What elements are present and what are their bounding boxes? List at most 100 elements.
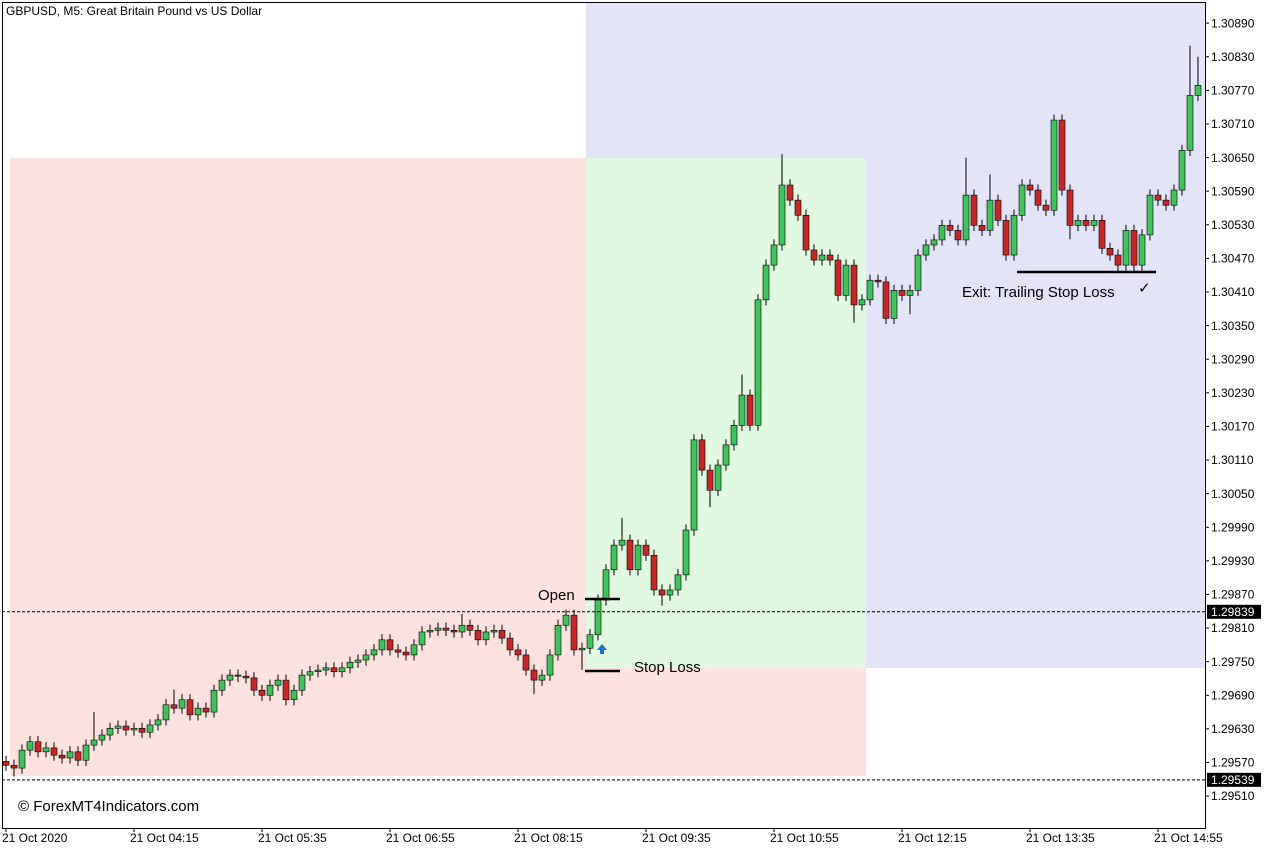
candle-body	[978, 225, 986, 231]
candle-body	[42, 747, 50, 753]
candle-body	[730, 425, 738, 446]
y-tick-label: 1.30170	[1211, 420, 1255, 434]
candle-body	[954, 230, 962, 241]
y-tick-label: 1.30230	[1211, 386, 1255, 400]
candle-body	[658, 589, 666, 596]
candle-body	[1154, 194, 1162, 201]
candle-body	[1042, 204, 1050, 211]
candle-body	[1098, 220, 1106, 249]
candle-body	[258, 689, 266, 696]
candle-body	[466, 624, 474, 631]
candle-body	[946, 225, 954, 231]
x-tick-label: 21 Oct 13:35	[1026, 831, 1095, 845]
y-tick-label: 1.29510	[1211, 789, 1255, 803]
candle-body	[1082, 220, 1090, 226]
candle-body	[274, 679, 282, 686]
x-tick-label: 21 Oct 08:15	[514, 831, 583, 845]
candle-body	[410, 644, 418, 656]
candle-body	[1018, 184, 1026, 216]
candle-body	[338, 667, 346, 673]
candle-body	[386, 639, 394, 651]
candle-body	[850, 264, 858, 306]
candle-body	[1194, 85, 1202, 96]
candle-body	[450, 629, 458, 633]
candle-body	[482, 631, 490, 641]
candle-body	[1122, 230, 1130, 266]
x-tick-label: 21 Oct 14:55	[1154, 831, 1223, 845]
y-tick-label: 1.30530	[1211, 218, 1255, 232]
candle-body	[58, 754, 66, 759]
candle-body	[882, 281, 890, 319]
candle-body	[562, 614, 570, 626]
candle-body	[530, 669, 538, 681]
candle-body	[1034, 189, 1042, 206]
candle-body	[146, 724, 154, 733]
candle-body	[1050, 119, 1058, 211]
candle-body	[890, 290, 898, 319]
x-tick-label: 21 Oct 04:15	[130, 831, 199, 845]
candle-body	[354, 659, 362, 663]
candle-body	[626, 539, 634, 571]
x-tick-label: 21 Oct 06:55	[386, 831, 455, 845]
candle-body	[1162, 199, 1170, 206]
candle-body	[786, 184, 794, 201]
candle-body	[154, 719, 162, 726]
candle-body	[442, 627, 450, 631]
candle-body	[642, 544, 650, 556]
exit-label: Exit: Trailing Stop Loss	[962, 284, 1115, 301]
y-tick-label: 1.30110	[1211, 453, 1254, 467]
candle-body	[298, 674, 306, 691]
candle-body	[818, 254, 826, 261]
candle-body	[1066, 189, 1074, 226]
y-tick-label: 1.29870	[1211, 588, 1255, 602]
candle-body	[802, 214, 810, 251]
candle-body	[1074, 220, 1082, 226]
candle-body	[210, 689, 218, 713]
candle-body	[1186, 95, 1194, 151]
y-tick-label: 1.29810	[1211, 621, 1255, 635]
candle-body	[418, 631, 426, 646]
candle-body	[986, 199, 994, 231]
watermark: © ForexMT4Indicators.com	[18, 798, 199, 815]
candle-body	[1138, 234, 1146, 266]
candle-body	[1170, 189, 1178, 206]
candle-body	[50, 747, 58, 756]
candle-body	[98, 734, 106, 741]
candle-body	[322, 667, 330, 671]
candle-body	[1178, 150, 1186, 191]
candle-body	[698, 439, 706, 471]
candle-body	[738, 394, 746, 426]
price-label-box	[1207, 604, 1261, 619]
candle-body	[538, 674, 546, 681]
candle-body	[178, 699, 186, 709]
candle-body	[674, 574, 682, 591]
candle-body	[26, 741, 34, 751]
candle-body	[938, 225, 946, 241]
candle-body	[970, 194, 978, 226]
candle-body	[634, 544, 642, 571]
candle-body	[362, 654, 370, 661]
candle-body	[594, 599, 602, 636]
candles	[2, 45, 1202, 777]
y-tick-label: 1.29690	[1211, 688, 1255, 702]
candle-body	[402, 651, 410, 656]
candle-body	[426, 629, 434, 633]
candle-body	[378, 639, 386, 651]
y-tick-label: 1.30770	[1211, 84, 1255, 98]
candle-body	[130, 728, 138, 731]
candle-body	[346, 661, 354, 669]
candle-body	[474, 629, 482, 641]
candle-body	[490, 629, 498, 633]
chart-title: GBPUSD, M5: Great Britain Pound vs US Do…	[6, 4, 262, 18]
candle-body	[858, 299, 866, 306]
y-tick-label: 1.30410	[1211, 285, 1255, 299]
candle-body	[546, 654, 554, 676]
candle-body	[138, 728, 146, 733]
candle-body	[10, 764, 18, 769]
candle-body	[570, 614, 578, 651]
candle-body	[930, 239, 938, 246]
candle-body	[218, 679, 226, 691]
y-tick-label: 1.29750	[1211, 655, 1255, 669]
candle-body	[18, 749, 26, 769]
